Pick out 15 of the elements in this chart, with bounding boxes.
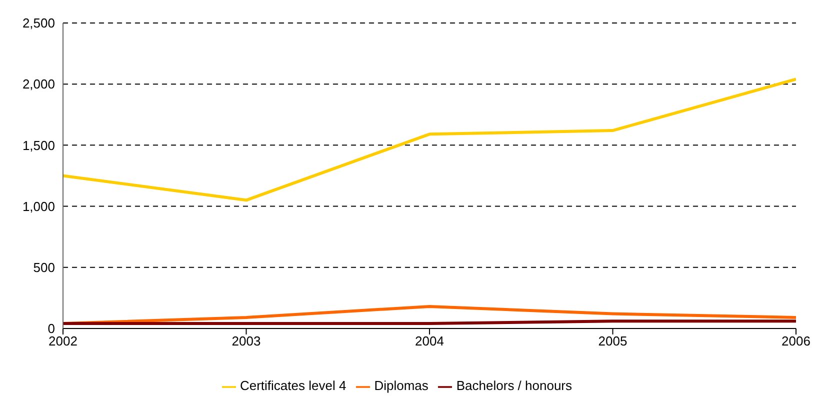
x-tick-label: 2006 <box>782 334 810 349</box>
legend-label: Certificates level 4 <box>240 378 346 394</box>
y-tick-label: 2,500 <box>22 16 55 31</box>
line-series <box>63 78 796 202</box>
x-tick-label: 2002 <box>48 334 78 349</box>
y-tick-label: 2,000 <box>22 76 55 92</box>
legend-label: Diplomas <box>374 378 428 394</box>
x-tick-label: 2004 <box>415 334 444 349</box>
x-tick-label: 2005 <box>598 334 628 349</box>
y-tick-label: 500 <box>33 260 55 275</box>
y-tick-label: 0 <box>48 321 55 336</box>
x-tick-label: 2003 <box>232 334 261 349</box>
y-tick-label: 1,500 <box>22 138 55 153</box>
legend-label: Bachelors / honours <box>456 378 572 394</box>
y-tick-label: 1,000 <box>22 198 55 214</box>
